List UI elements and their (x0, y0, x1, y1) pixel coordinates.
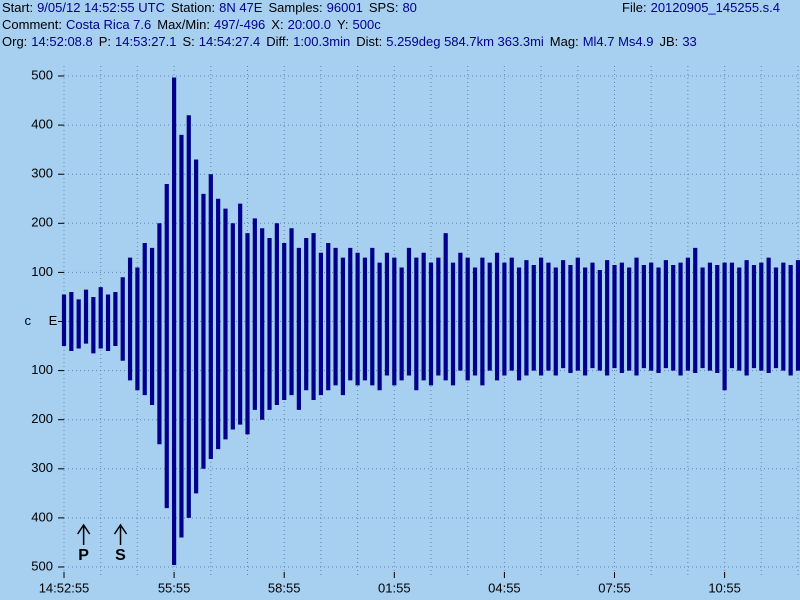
header-key: Diff: (266, 34, 289, 49)
header-value: 14:54:27.4 (199, 34, 260, 49)
x-tick-label: 01:55 (378, 580, 411, 595)
header-key: Y: (337, 17, 349, 32)
header-value: 500c (353, 17, 382, 32)
file-name: File: 20120905_145255.s.4 (622, 0, 780, 15)
header-value: 1:00.3min (293, 34, 350, 49)
file-v: 20120905_145255.s.4 (651, 0, 780, 15)
header-key: Station: (171, 0, 215, 15)
y-tick-label: 200 (31, 215, 53, 230)
pick-arrow (113, 523, 128, 545)
header-value: Ml4.7 Ms4.9 (583, 34, 654, 49)
x-tick-label: 10:55 (708, 580, 741, 595)
x-tick-label: 14:52:55 (39, 580, 90, 595)
y-tick-label: 400 (31, 117, 53, 132)
x-tick-label: 07:55 (598, 580, 631, 595)
header-key: X: (271, 17, 283, 32)
header-value: 14:53:27.1 (115, 34, 176, 49)
header-key: P: (99, 34, 111, 49)
header-value: 5.259deg 584.7km 363.3mi (386, 34, 544, 49)
header-value: 96001 (327, 0, 363, 15)
header-value: 497/-496 (214, 17, 265, 32)
header-key: Start: (2, 0, 33, 15)
header-line: Org: 14:52:08.8 P: 14:53:27.1 S: 14:54:27.4 Di… (2, 34, 697, 49)
y-tick-label: 100 (31, 264, 53, 279)
header-key: SPS: (369, 0, 399, 15)
header-key: S: (183, 34, 195, 49)
header-key: Org: (2, 34, 27, 49)
pick-arrow (77, 523, 91, 545)
header-key: Comment: (2, 17, 62, 32)
header-value: 8N 47E (219, 0, 263, 15)
header-value: 33 (682, 34, 696, 49)
header-value: 9/05/12 14:52:55 UTC (37, 0, 165, 15)
x-tick-label: 55:55 (158, 580, 191, 595)
y-tick-label: 500 (31, 67, 53, 82)
header-key: Mag: (550, 34, 579, 49)
x-tick-label: 58:55 (268, 580, 301, 595)
component-label: E (49, 313, 58, 328)
header-key: JB: (660, 34, 679, 49)
header-value: 80 (402, 0, 416, 15)
header-key: Dist: (356, 34, 382, 49)
header-key: Max/Min: (157, 17, 210, 32)
y-tick-label: 300 (31, 166, 53, 181)
header-line: Comment: Costa Rica 7.6 Max/Min: 497/-496 X:… (2, 17, 381, 32)
header-value: Costa Rica 7.6 (66, 17, 151, 32)
header-value: 20:00.0 (288, 17, 331, 32)
pick-label: S (115, 547, 126, 564)
y-tick-label: 100 (31, 362, 53, 377)
y-tick-label: c (25, 313, 32, 328)
header-line: Start: 9/05/12 14:52:55 UTC Station: 8N 47E… (2, 0, 417, 15)
header-key: Samples: (268, 0, 322, 15)
file-k: File: (622, 0, 647, 15)
x-tick-label: 04:55 (488, 580, 521, 595)
header-value: 14:52:08.8 (31, 34, 92, 49)
pick-label: P (78, 547, 89, 564)
y-tick-label: 300 (31, 460, 53, 475)
y-tick-label: 200 (31, 411, 53, 426)
y-tick-label: 400 (31, 509, 53, 524)
y-tick-label: 500 (31, 558, 53, 573)
